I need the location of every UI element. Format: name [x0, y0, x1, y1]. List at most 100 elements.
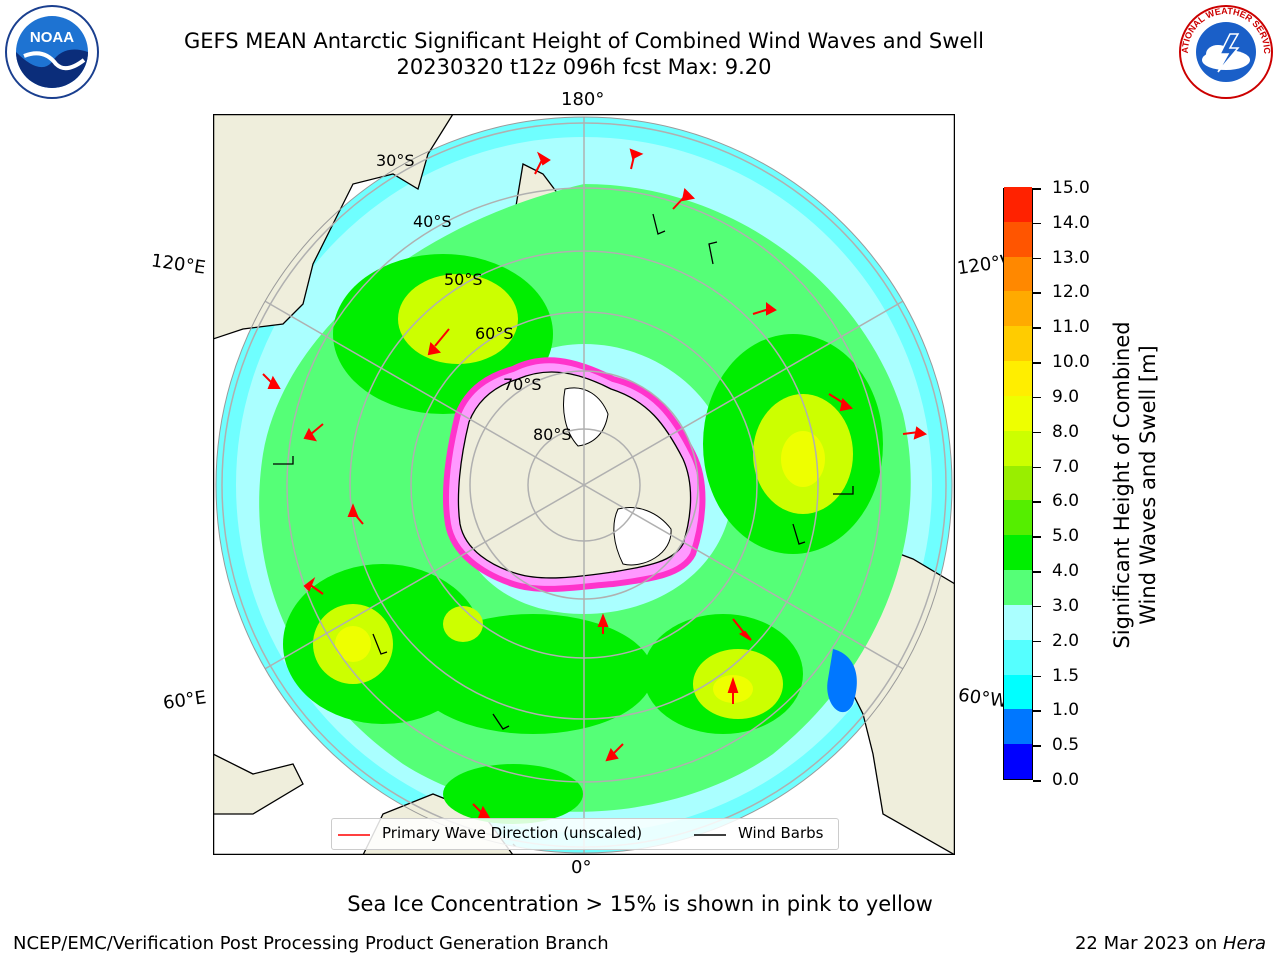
noaa-logo: NOAA	[5, 5, 99, 99]
lon-label-60w: 60°W	[956, 684, 1009, 713]
wind-barb	[792, 523, 806, 545]
colorbar-tick-mark	[1033, 431, 1041, 434]
run-date-host: Hera	[1222, 933, 1266, 954]
wind-barb	[652, 213, 666, 235]
run-date-prefix: 22 Mar 2023 on	[1074, 933, 1223, 954]
colorbar-tick-label: 10.0	[1052, 352, 1090, 373]
colorbar-tick-label: 3.0	[1052, 595, 1080, 616]
colorbar-tick-mark	[1033, 222, 1041, 225]
lon-label-60e: 60°E	[161, 687, 208, 714]
lon-label-0: 0°	[571, 857, 592, 878]
colorbar-tick-mark	[1033, 745, 1041, 747]
colorbar-segment	[1004, 569, 1032, 605]
colorbar-tick-label: 4.0	[1052, 561, 1080, 582]
colorbar-segment	[1004, 221, 1032, 257]
wave-arrow	[752, 302, 777, 316]
colorbar-segment	[1004, 743, 1032, 779]
run-date: 22 Mar 2023 on Hera	[1075, 933, 1266, 954]
colorbar-segment	[1004, 534, 1032, 571]
colorbar-tick-mark	[1033, 675, 1041, 678]
lat-label-80s: 80°S	[533, 425, 572, 444]
colorbar-tick-mark	[1033, 466, 1041, 469]
wave-arrow	[262, 373, 281, 389]
colorbar-tick-label: 5.0	[1052, 526, 1080, 547]
wave-arrow	[828, 393, 854, 412]
branch-credit: NCEP/EMC/Verification Post Processing Pr…	[13, 933, 609, 954]
colorbar-label-line2: Wind Waves and Swell [m]	[1136, 345, 1160, 625]
wind-barb	[372, 633, 388, 655]
legend-wind-barbs-label: Wind Barbs	[738, 824, 824, 842]
colorbar-segment	[1004, 360, 1032, 396]
chart-title: GEFS MEAN Antarctic Significant Height o…	[183, 29, 985, 53]
colorbar-segment	[1004, 325, 1032, 362]
colorbar-tick-label: 1.5	[1052, 665, 1080, 686]
wave-arrow	[629, 148, 644, 170]
wind-barb	[708, 241, 718, 265]
wave-arrow	[534, 151, 551, 175]
chart-subtitle: 20230320 t12z 096h fcst Max: 9.20	[396, 55, 772, 79]
lat-label-60s: 60°S	[475, 324, 514, 343]
wind-barb	[273, 456, 294, 465]
colorbar-tick-label: 7.0	[1052, 456, 1080, 477]
legend-wave-direction-label: Primary Wave Direction (unscaled)	[382, 824, 643, 842]
wave-direction-legend-icon	[338, 834, 370, 836]
colorbar-tick-label: 0.0	[1052, 770, 1080, 790]
colorbar	[1003, 186, 1033, 780]
wave-arrow	[605, 743, 624, 762]
colorbar-tick-mark	[1033, 605, 1041, 608]
colorbar-segment	[1004, 430, 1032, 466]
colorbar-tick-label: 14.0	[1052, 212, 1090, 233]
colorbar-tick-label: 1.0	[1052, 700, 1080, 721]
wave-arrow	[347, 503, 364, 525]
wave-arrow	[727, 676, 739, 704]
colorbar-tick-mark	[1033, 710, 1041, 712]
wave-arrow	[732, 618, 752, 641]
colorbar-segment	[1004, 708, 1032, 745]
colorbar-segment	[1004, 465, 1032, 501]
colorbar-label: Significant Height of Combined Wind Wave…	[1109, 321, 1161, 648]
graticule	[221, 117, 947, 853]
lat-label-50s: 50°S	[444, 270, 483, 289]
colorbar-tick-label: 8.0	[1052, 421, 1080, 442]
colorbar-tick-label: 11.0	[1052, 317, 1090, 338]
map-legend: Primary Wave Direction (unscaled) Wind B…	[331, 818, 839, 850]
colorbar-segment	[1004, 186, 1032, 222]
lon-label-180: 180°	[561, 89, 605, 110]
colorbar-tick-label: 6.0	[1052, 491, 1080, 512]
wave-arrow	[303, 577, 324, 595]
wave-arrow	[303, 423, 324, 442]
antarctic-wave-map	[213, 114, 955, 855]
colorbar-tick-mark	[1033, 396, 1041, 399]
wave-direction-arrows	[262, 148, 928, 819]
colorbar-tick-label: 9.0	[1052, 386, 1080, 407]
colorbar-tick-mark	[1033, 640, 1041, 643]
wind-barb	[833, 486, 854, 495]
sea-ice-note: Sea Ice Concentration > 15% is shown in …	[347, 892, 933, 916]
colorbar-tick-label: 0.5	[1052, 735, 1080, 756]
colorbar-segment	[1004, 674, 1032, 710]
wind-barb	[492, 713, 510, 730]
colorbar-segment	[1004, 290, 1032, 327]
lat-label-40s: 40°S	[413, 212, 452, 231]
noaa-logo-text: NOAA	[30, 29, 74, 46]
colorbar-tick-mark	[1033, 362, 1041, 364]
colorbar-tick-mark	[1033, 571, 1041, 573]
colorbar-segment	[1004, 639, 1032, 675]
colorbar-tick-mark	[1033, 501, 1041, 503]
wave-arrow	[902, 426, 928, 440]
colorbar-tick-mark	[1033, 292, 1041, 294]
colorbar-tick-label: 15.0	[1052, 178, 1090, 198]
wave-arrow	[427, 328, 450, 356]
colorbar-segment	[1004, 395, 1032, 431]
colorbar-tick-mark	[1033, 257, 1041, 260]
colorbar-tick-label: 12.0	[1052, 282, 1090, 303]
land-africa	[213, 753, 304, 815]
nws-logo: NATIONAL WEATHER SERVICE	[1178, 4, 1273, 99]
wave-arrow	[672, 187, 696, 210]
lat-label-70s: 70°S	[503, 375, 542, 394]
lat-label-30s: 30°S	[376, 151, 415, 170]
colorbar-segment	[1004, 499, 1032, 536]
colorbar-tick-mark	[1033, 188, 1041, 190]
wave-arrow	[597, 613, 609, 634]
colorbar-tick-mark	[1033, 536, 1041, 538]
